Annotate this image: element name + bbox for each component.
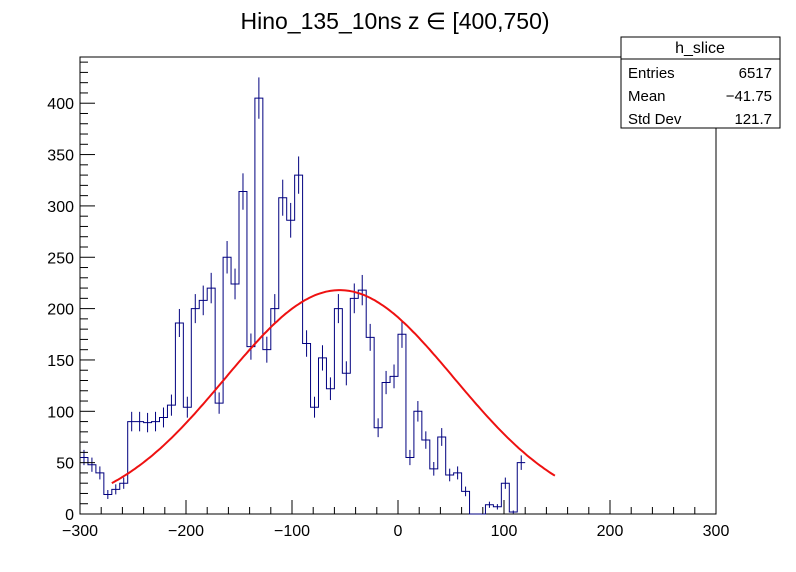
x-tick-label: 0 xyxy=(394,523,403,540)
gaussian-fit-curve xyxy=(111,289,556,484)
y-tick-label: 150 xyxy=(47,353,74,370)
y-tick-label: 300 xyxy=(47,199,74,216)
y-tick-label: 100 xyxy=(47,404,74,421)
y-axis: 0 50 100 150 200 250 300 350 400 xyxy=(47,61,95,524)
stats-mean-label: Mean xyxy=(628,88,666,105)
y-tick-label: 200 xyxy=(47,302,74,319)
x-tick-label: 300 xyxy=(703,523,730,540)
x-tick-label: −100 xyxy=(274,523,310,540)
y-tick-label: 350 xyxy=(47,148,74,165)
axes: −300 −200 −100 0 100 200 300 0 50 100 150 200 250 300… xyxy=(47,61,729,540)
x-axis: −300 −200 −100 0 100 200 300 xyxy=(62,500,729,540)
y-tick-label: 50 xyxy=(56,456,74,473)
y-tick-label: 400 xyxy=(47,96,74,113)
stats-mean-value: −41.75 xyxy=(726,88,772,105)
y-tick-label: 0 xyxy=(65,507,74,524)
stats-entries-value: 6517 xyxy=(739,65,772,82)
stats-entries-label: Entries xyxy=(628,65,675,82)
stats-box-title: h_slice xyxy=(675,40,725,57)
y-tick-label: 250 xyxy=(47,250,74,267)
x-tick-label: −300 xyxy=(62,523,98,540)
x-tick-label: 100 xyxy=(491,523,518,540)
x-tick-label: 200 xyxy=(597,523,624,540)
x-tick-label: −200 xyxy=(168,523,204,540)
chart-title: Hino_135_10ns z ∈ [400,750) xyxy=(240,8,549,34)
stats-stddev-label: Std Dev xyxy=(628,111,682,128)
fit-curve-layer xyxy=(111,289,556,484)
stats-box-frame xyxy=(620,36,781,129)
histogram xyxy=(80,77,526,515)
histogram-outline xyxy=(80,97,526,515)
stats-stddev-value: 121.7 xyxy=(734,111,772,128)
stats-box: h_slice Entries 6517 Mean −41.75 Std Dev… xyxy=(620,36,781,129)
